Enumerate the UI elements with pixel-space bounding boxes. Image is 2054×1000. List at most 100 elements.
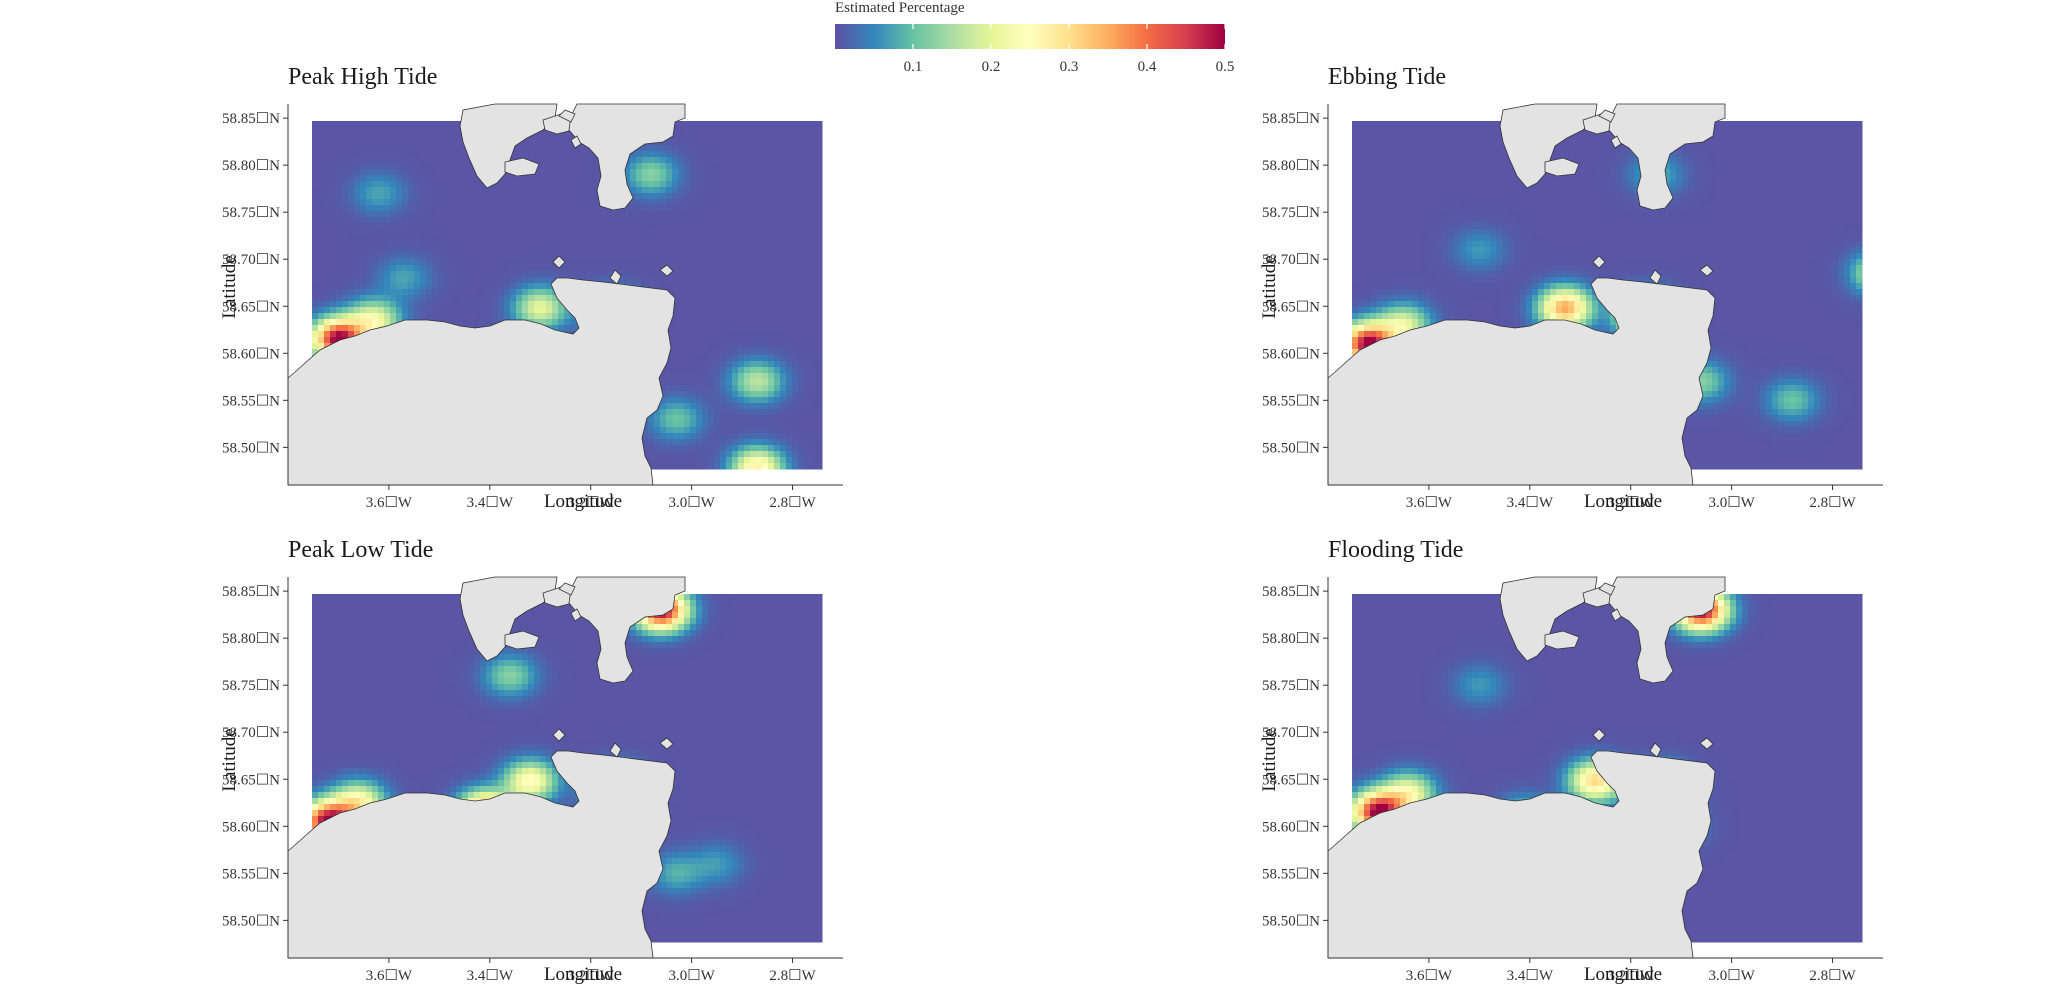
heatmap-cell [666,211,673,218]
heatmap-cell [690,133,697,140]
heatmap-cell [696,319,703,326]
heatmap-cell [354,193,361,200]
heatmap-cell [696,409,703,416]
heatmap-cell [672,421,679,428]
heatmap-cell [366,151,373,158]
heatmap-cell [654,427,661,434]
heatmap-cell [378,157,385,164]
heatmap-cell [606,277,613,284]
heatmap-cell [324,301,331,308]
heatmap-cell [390,265,397,272]
heatmap-cell [744,409,751,416]
heatmap-cell [474,187,481,194]
heatmap-cell [330,175,337,182]
heatmap-cell [690,163,697,170]
heatmap-cell [762,277,769,284]
heatmap-cell [360,313,367,320]
heatmap-cell [714,259,721,266]
heatmap-cell [534,307,541,314]
heatmap-cell [816,301,823,308]
heatmap-cell [684,307,691,314]
heatmap-cell [384,307,391,314]
heatmap-cell [804,157,811,164]
land-polygon [552,255,566,269]
heatmap-cell [690,175,697,182]
heatmap-cell [636,253,643,260]
heatmap-cell [762,223,769,230]
heatmap-cell [672,259,679,266]
heatmap-cell [456,163,463,170]
heatmap-cell [408,289,415,296]
heatmap-cell [696,241,703,248]
heatmap-cell [552,175,559,182]
heatmap-cell [780,253,787,260]
heatmap-cell [798,169,805,176]
heatmap-cell [750,133,757,140]
heatmap-cell [504,301,511,308]
heatmap-cell [786,355,793,362]
heatmap-cell [324,121,331,128]
heatmap-cell [684,181,691,188]
heatmap-cell [612,229,619,236]
heatmap-cell [792,451,799,458]
heatmap-cell [738,301,745,308]
heatmap-cell [750,367,757,374]
heatmap-cell [348,217,355,224]
heatmap-cell [570,151,577,158]
heatmap-cell [456,193,463,200]
heatmap-cell [810,319,817,326]
heatmap-cell [504,313,511,320]
heatmap-cell [378,139,385,146]
heatmap-cell [444,223,451,230]
heatmap-cell [372,325,379,332]
heatmap-cell [720,247,727,254]
heatmap-cell [510,199,517,206]
heatmap-cell [780,181,787,188]
heatmap-cell [690,415,697,422]
heatmap-cell [312,247,319,254]
heatmap-cell [522,313,529,320]
heatmap-cell [414,253,421,260]
heatmap-cell [504,235,511,242]
heatmap-cell [660,433,667,440]
heatmap-cell [450,253,457,260]
heatmap-cell [756,157,763,164]
heatmap-cell [714,319,721,326]
heatmap-cell [726,433,733,440]
heatmap-cell [810,301,817,308]
heatmap-cell [546,241,553,248]
heatmap-cell [738,385,745,392]
heatmap-cell [522,235,529,242]
heatmap-cell [648,211,655,218]
heatmap-cell [390,151,397,158]
heatmap-cell [372,241,379,248]
heatmap-cell [480,307,487,314]
heatmap-cell [714,403,721,410]
heatmap-cell [810,127,817,134]
heatmap-cell [702,295,709,302]
heatmap-cell [816,145,823,152]
heatmap-cell [324,217,331,224]
heatmap-cell [738,379,745,386]
heatmap-cell [492,307,499,314]
heatmap-cell [666,397,673,404]
heatmap-cell [402,121,409,128]
heatmap-cell [810,199,817,206]
heatmap-cell [630,193,637,200]
heatmap-cell [486,289,493,296]
heatmap-cell [792,253,799,260]
heatmap-cell [426,259,433,266]
heatmap-cell [312,145,319,152]
heatmap-cell [786,325,793,332]
heatmap-cell [468,319,475,326]
heatmap-cell [528,283,535,290]
heatmap-cell [342,289,349,296]
heatmap-cell [714,199,721,206]
heatmap-cell [408,241,415,248]
heatmap-cell [366,289,373,296]
heatmap-cell [384,217,391,224]
heatmap-cell [396,241,403,248]
heatmap-cell [576,181,583,188]
heatmap-cell [732,127,739,134]
heatmap-cell [708,157,715,164]
